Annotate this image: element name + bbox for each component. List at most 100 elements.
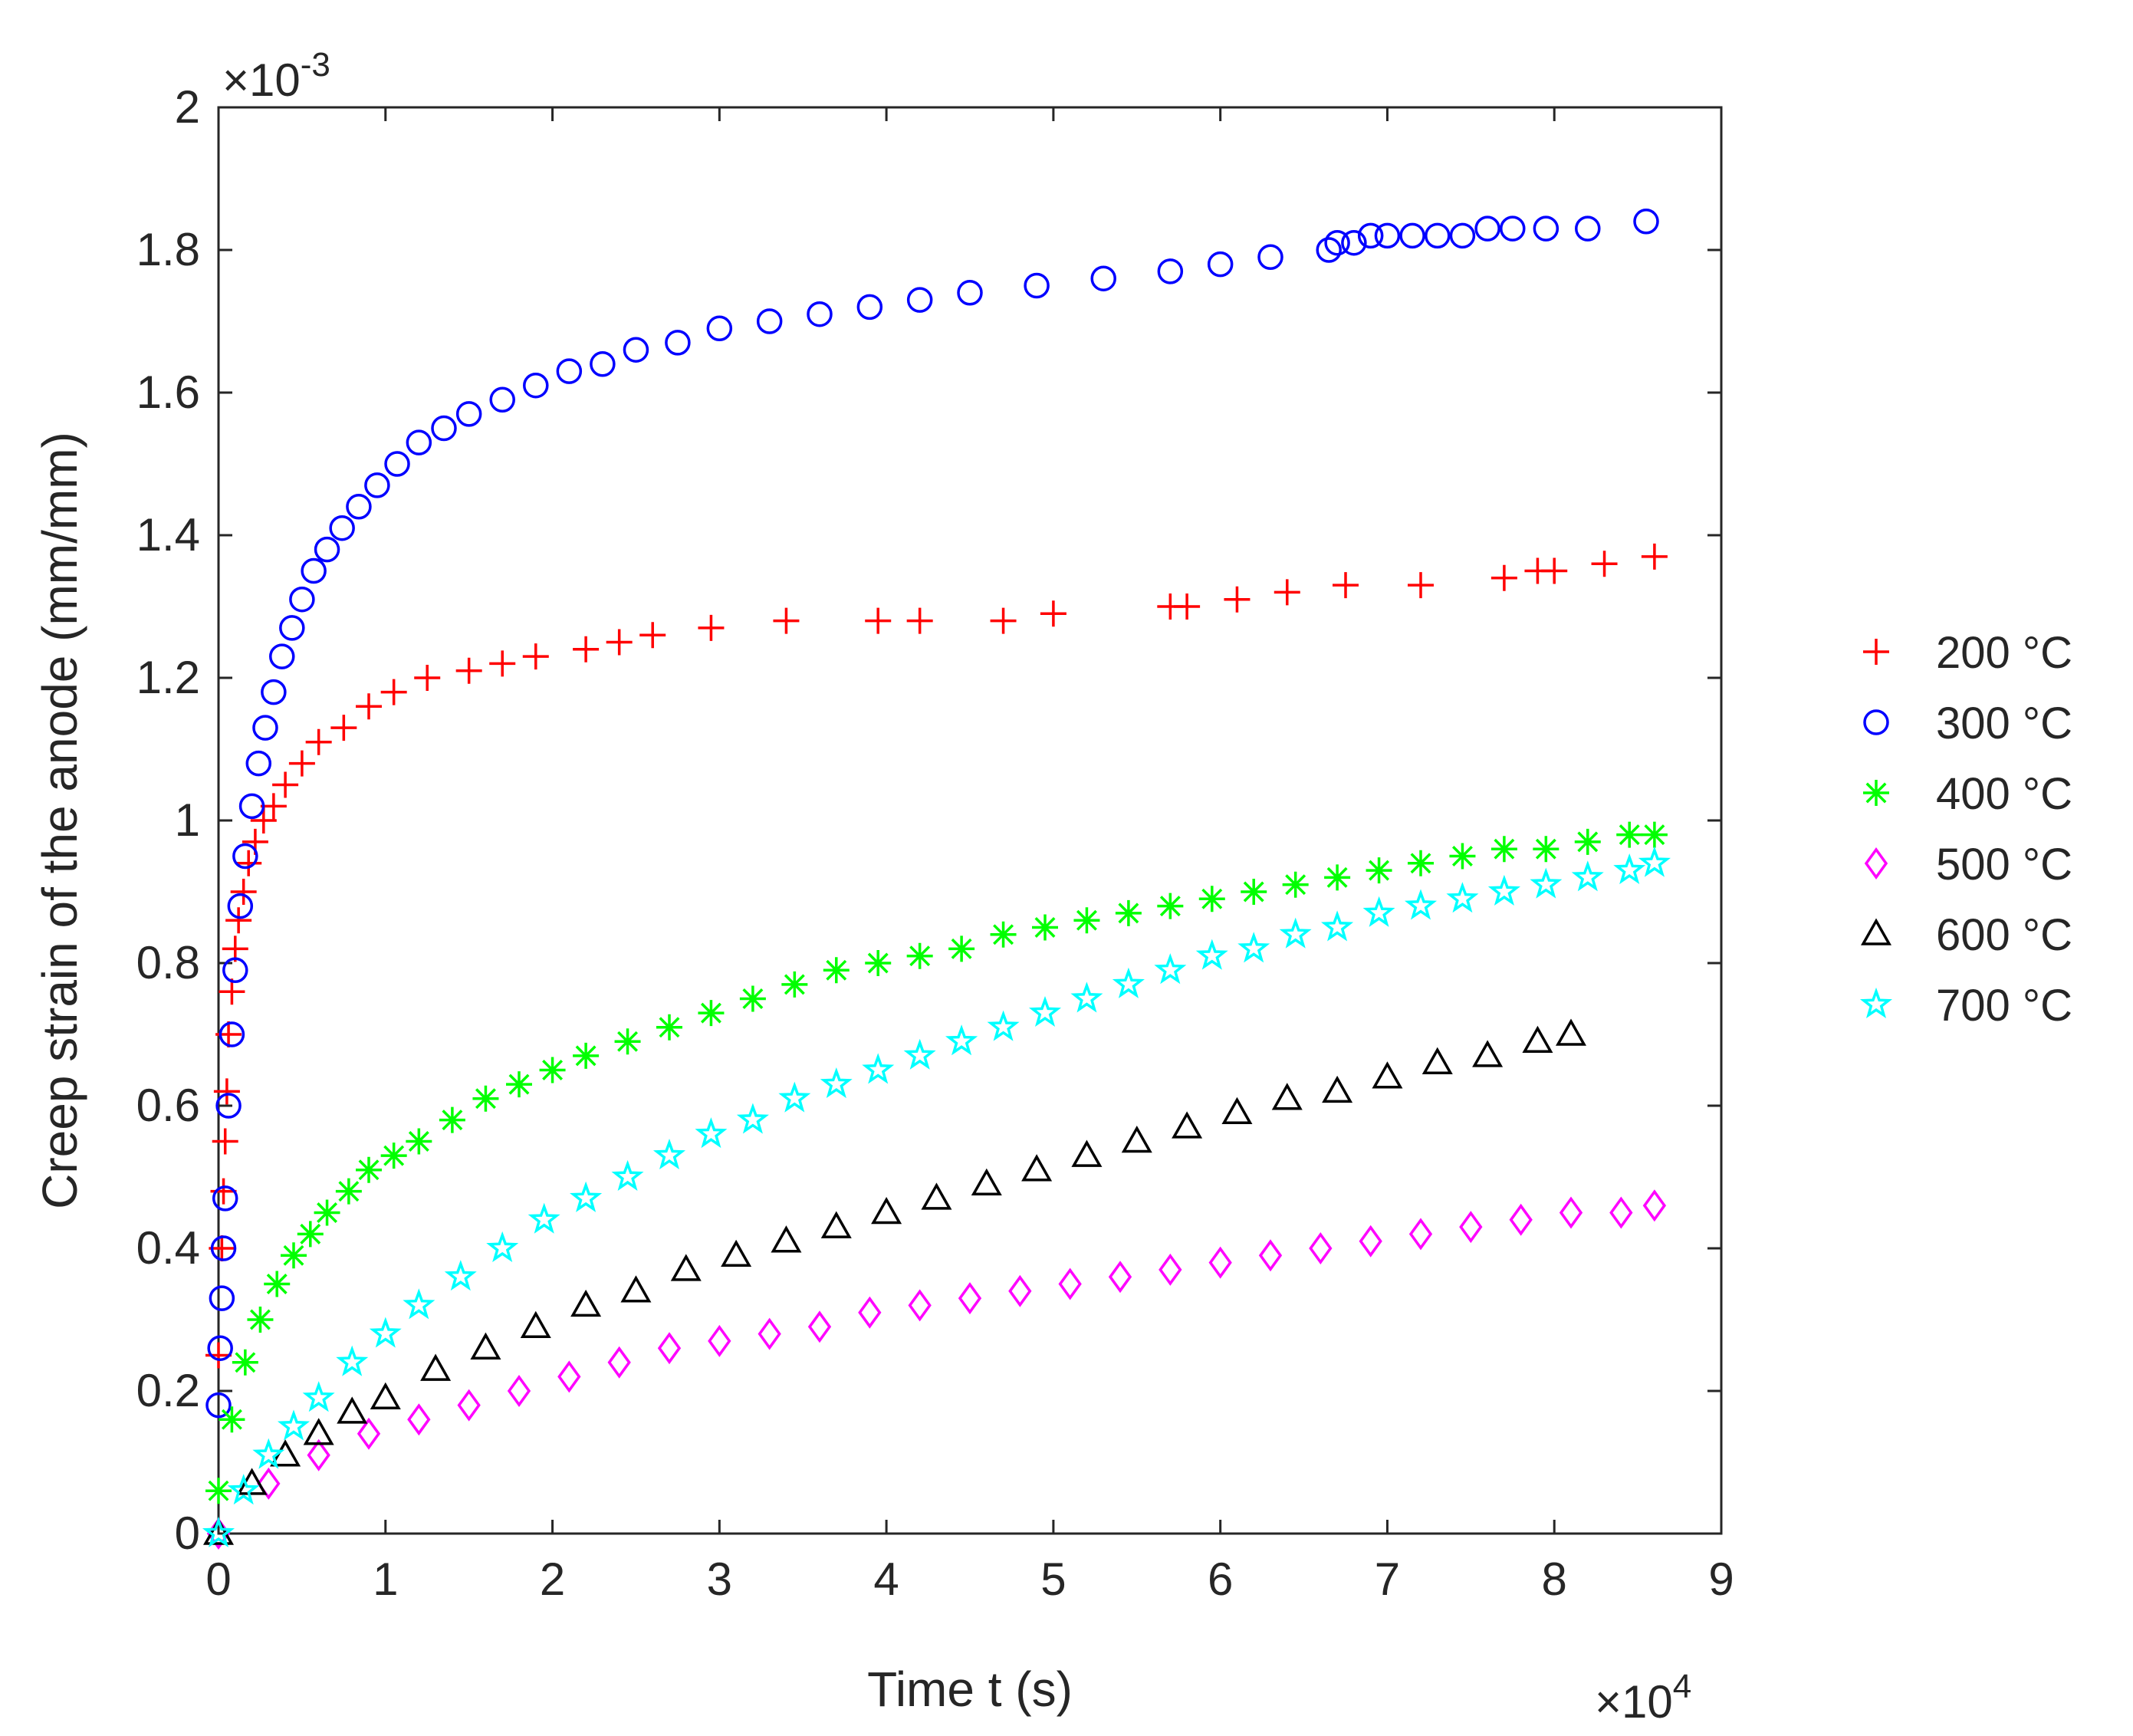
data-point bbox=[903, 1038, 936, 1070]
data-point bbox=[455, 401, 482, 427]
data-point bbox=[698, 1000, 725, 1027]
data-point bbox=[1408, 850, 1434, 876]
y-multiplier-base: ×10 bbox=[222, 54, 301, 106]
data-point bbox=[1008, 1274, 1032, 1307]
data-point bbox=[756, 308, 783, 334]
data-point bbox=[212, 1128, 238, 1155]
data-point bbox=[520, 1310, 551, 1339]
legend-marker bbox=[1859, 987, 1893, 1018]
data-point bbox=[329, 515, 355, 541]
data-point bbox=[522, 643, 549, 670]
data-point bbox=[439, 1106, 465, 1133]
data-point bbox=[1408, 572, 1434, 599]
data-point bbox=[570, 1289, 602, 1317]
data-point bbox=[1555, 1018, 1587, 1046]
data-point bbox=[1500, 215, 1526, 242]
data-point bbox=[337, 1396, 368, 1424]
data-point bbox=[1058, 1267, 1082, 1300]
data-point bbox=[823, 957, 850, 984]
legend-label: 300 °C bbox=[1936, 699, 2072, 748]
data-point bbox=[1322, 1075, 1353, 1103]
data-point bbox=[708, 1324, 731, 1357]
data-point bbox=[1459, 1211, 1483, 1244]
series-pentagram bbox=[202, 846, 1671, 1547]
data-point bbox=[277, 1409, 311, 1441]
legend-label: 400 °C bbox=[1936, 769, 2072, 819]
data-point bbox=[906, 607, 933, 634]
x-tick-label: 1 bbox=[373, 1554, 398, 1605]
data-point bbox=[1024, 272, 1050, 299]
data-point bbox=[297, 1221, 324, 1248]
data-point bbox=[781, 971, 808, 998]
data-point bbox=[1021, 1154, 1053, 1182]
data-point bbox=[556, 358, 583, 384]
data-point bbox=[1613, 853, 1646, 885]
data-point bbox=[1533, 215, 1559, 242]
data-point bbox=[227, 893, 254, 919]
data-point bbox=[1609, 1196, 1633, 1229]
data-point bbox=[721, 1239, 752, 1267]
data-point bbox=[202, 1516, 235, 1547]
data-point bbox=[356, 693, 382, 720]
data-point bbox=[771, 1225, 802, 1253]
x-tick-label: 8 bbox=[1542, 1554, 1567, 1605]
x-tick-label: 7 bbox=[1375, 1554, 1400, 1605]
data-point bbox=[990, 921, 1017, 948]
legend: 200 °C 300 °C 400 °C 500 °C 600 °C 700 °C bbox=[1859, 628, 2072, 1031]
data-point bbox=[1425, 222, 1451, 249]
data-point bbox=[1575, 215, 1601, 242]
data-point bbox=[1157, 893, 1184, 919]
data-point bbox=[314, 536, 340, 563]
data-markers bbox=[202, 209, 1671, 1550]
data-point bbox=[665, 330, 691, 356]
legend-label: 600 °C bbox=[1936, 910, 2072, 960]
data-point bbox=[1279, 917, 1312, 949]
data-point bbox=[1195, 939, 1228, 970]
data-point bbox=[472, 1085, 499, 1112]
data-point bbox=[269, 643, 295, 669]
data-point bbox=[607, 1346, 631, 1379]
data-point bbox=[807, 301, 833, 327]
series-triangle bbox=[202, 1018, 1587, 1545]
y-tick-label: 2 bbox=[175, 81, 200, 133]
data-point bbox=[1641, 821, 1668, 848]
data-point bbox=[1258, 1239, 1283, 1272]
data-point bbox=[773, 607, 800, 634]
plot-area bbox=[217, 106, 1723, 1535]
data-point bbox=[264, 1271, 291, 1297]
data-point bbox=[301, 557, 327, 584]
data-point bbox=[205, 1478, 232, 1504]
y-tick-label: 0.6 bbox=[136, 1080, 200, 1131]
data-point bbox=[858, 1296, 882, 1329]
y-tick-label: 0.8 bbox=[136, 937, 200, 988]
data-point bbox=[303, 1418, 334, 1445]
data-point bbox=[245, 750, 272, 777]
data-point bbox=[457, 1389, 481, 1422]
data-point bbox=[1237, 932, 1270, 963]
data-point bbox=[1490, 836, 1517, 863]
y-multiplier: ×10-3 bbox=[222, 46, 330, 106]
x-tick-label: 2 bbox=[540, 1554, 565, 1605]
data-point bbox=[1316, 237, 1342, 263]
data-point bbox=[260, 793, 287, 820]
data-point bbox=[990, 607, 1017, 634]
data-point bbox=[235, 850, 262, 876]
data-point bbox=[289, 586, 315, 613]
data-point bbox=[219, 1021, 245, 1047]
data-point bbox=[1115, 899, 1142, 926]
data-point bbox=[369, 1317, 402, 1348]
data-point bbox=[238, 793, 265, 820]
y-tick-label: 0.4 bbox=[136, 1222, 200, 1274]
series-diamond bbox=[206, 1189, 1667, 1550]
data-point bbox=[614, 1028, 641, 1055]
data-point bbox=[227, 1474, 260, 1505]
data-point bbox=[307, 1438, 330, 1471]
data-point bbox=[1257, 244, 1283, 271]
data-point bbox=[1207, 251, 1234, 278]
data-point bbox=[261, 679, 287, 705]
data-point bbox=[1641, 543, 1668, 570]
data-point bbox=[1341, 229, 1367, 256]
data-point bbox=[639, 622, 666, 649]
data-point bbox=[346, 494, 372, 520]
data-point bbox=[778, 1081, 811, 1113]
